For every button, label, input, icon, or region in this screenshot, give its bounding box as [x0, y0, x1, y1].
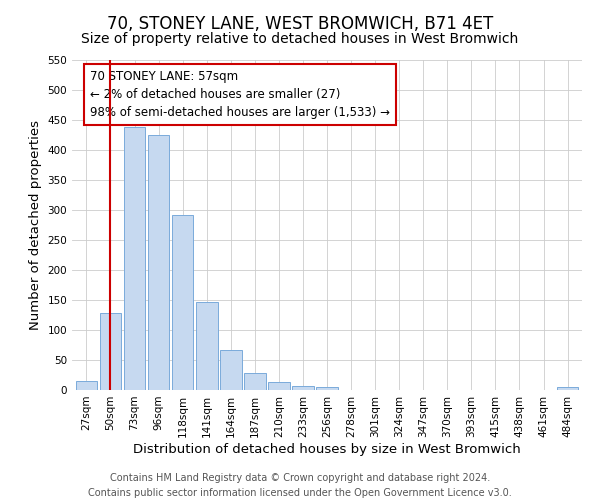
Text: Size of property relative to detached houses in West Bromwich: Size of property relative to detached ho… [82, 32, 518, 46]
Bar [557, 387, 578, 390]
Bar [220, 350, 242, 390]
Bar [100, 313, 121, 390]
Bar [292, 386, 314, 390]
Text: 70 STONEY LANE: 57sqm
← 2% of detached houses are smaller (27)
98% of semi-detac: 70 STONEY LANE: 57sqm ← 2% of detached h… [90, 70, 390, 119]
Bar [172, 216, 193, 390]
Y-axis label: Number of detached properties: Number of detached properties [29, 120, 42, 330]
Bar [244, 372, 266, 390]
Text: Contains HM Land Registry data © Crown copyright and database right 2024.
Contai: Contains HM Land Registry data © Crown c… [88, 472, 512, 498]
Bar [124, 127, 145, 390]
Bar [268, 382, 290, 390]
Bar [148, 135, 169, 390]
Bar [196, 302, 218, 390]
Bar [76, 381, 97, 390]
X-axis label: Distribution of detached houses by size in West Bromwich: Distribution of detached houses by size … [133, 442, 521, 456]
Text: 70, STONEY LANE, WEST BROMWICH, B71 4ET: 70, STONEY LANE, WEST BROMWICH, B71 4ET [107, 15, 493, 33]
Bar [316, 387, 338, 390]
